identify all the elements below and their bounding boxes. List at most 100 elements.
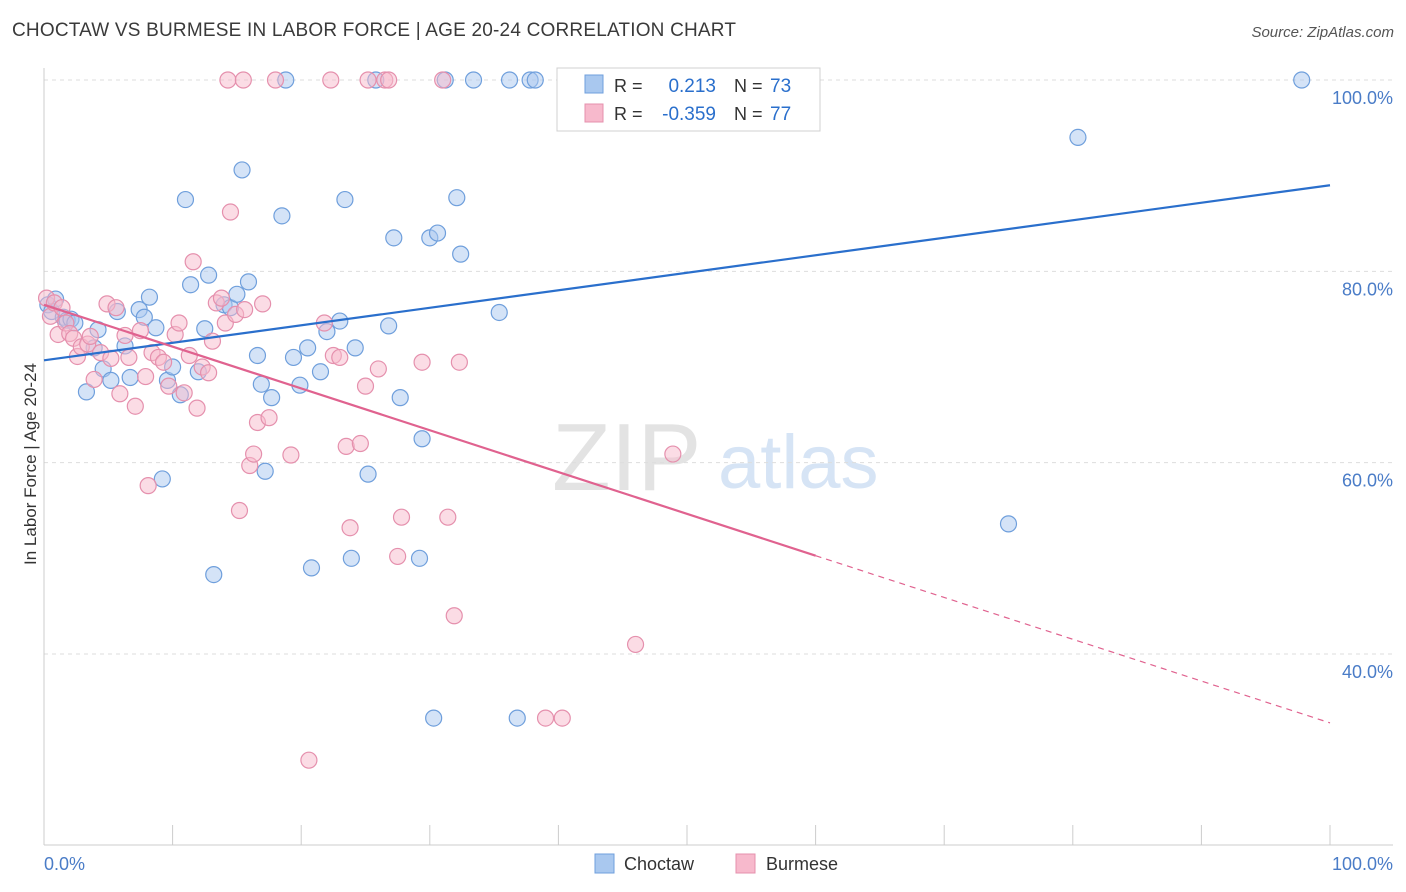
legend-n-value-burmese: 77 [770, 104, 791, 125]
burmese-point [322, 71, 340, 89]
legend-n-label-burmese: N = [734, 104, 763, 124]
burmese-point [230, 501, 249, 520]
legend-swatch-choctaw [584, 74, 604, 94]
burmese-trend-line-extrapolated [815, 555, 1331, 724]
watermark: ZIP atlas [552, 404, 879, 511]
choctaw-point [413, 430, 431, 448]
choctaw-point [196, 320, 214, 338]
choctaw-point [182, 276, 200, 294]
choctaw-point [239, 273, 258, 291]
choctaw-point [452, 245, 470, 263]
burmese-point [282, 446, 300, 464]
choctaw-point [228, 285, 246, 303]
choctaw-point [342, 549, 360, 567]
burmese-point [260, 409, 278, 427]
choctaw-point [299, 339, 317, 357]
choctaw-point [311, 363, 330, 381]
data-points [37, 71, 1311, 769]
x-tick-label-max: 100.0% [1332, 854, 1393, 874]
choctaw-point [153, 470, 171, 488]
burmese-point [359, 71, 377, 89]
choctaw-point [284, 348, 303, 367]
burmese-point [126, 397, 144, 415]
legend-r-label-choctaw: R = [614, 76, 643, 96]
burmese-point [234, 71, 252, 89]
choctaw-point [233, 161, 251, 179]
choctaw-point [121, 368, 139, 387]
choctaw-point [252, 375, 270, 393]
burmese-point [184, 253, 202, 271]
legend-box: R = 0.213 N = 73 R = -0.359 N = 77 [556, 67, 821, 132]
burmese-point [200, 364, 218, 382]
choctaw-point [464, 71, 483, 89]
choctaw-point [359, 465, 377, 483]
choctaw-point [500, 71, 519, 89]
choctaw-point [176, 190, 195, 209]
choctaw-point [1293, 71, 1311, 89]
choctaw-point [102, 371, 120, 389]
choctaw-point [256, 462, 274, 480]
burmese-point [445, 607, 463, 625]
choctaw-point [428, 224, 447, 242]
burmese-point [111, 385, 129, 403]
burmese-point [300, 751, 318, 769]
burmese-point [236, 301, 254, 319]
y-tick-label-60: 60.0% [1342, 471, 1393, 491]
burmese-point [219, 71, 237, 89]
burmese-point [188, 399, 206, 417]
burmese-point [254, 295, 272, 313]
burmese-point [245, 445, 263, 463]
burmese-point [221, 203, 240, 221]
burmese-point [351, 434, 369, 453]
burmese-point [212, 289, 231, 307]
choctaw-point [336, 190, 354, 209]
choctaw-point [385, 229, 403, 247]
choctaw-point [425, 709, 443, 727]
burmese-point [154, 353, 173, 371]
choctaw-point [248, 346, 267, 365]
choctaw-point [391, 389, 409, 407]
source-label: Source: ZipAtlas.com [1251, 24, 1394, 41]
burmese-point [120, 348, 138, 367]
burmese-point [392, 508, 411, 526]
legend-n-value-choctaw: 73 [770, 76, 791, 97]
choctaw-point [999, 515, 1018, 533]
legend-n-label-choctaw: N = [734, 76, 763, 96]
choctaw-point [205, 565, 223, 584]
burmese-point [170, 314, 188, 332]
bottom-legend-choctaw: Choctaw [624, 854, 695, 874]
burmese-point [369, 360, 387, 378]
axes [43, 68, 1393, 846]
burmese-point [160, 377, 178, 395]
burmese-point [175, 384, 193, 402]
x-tick-label-min: 0.0% [44, 854, 85, 874]
burmese-point [85, 370, 103, 389]
burmese-point [536, 709, 555, 727]
choctaw-point [490, 303, 508, 322]
y-tick-label-100: 100.0% [1332, 88, 1393, 108]
burmese-point [450, 353, 468, 371]
burmese-point [413, 353, 431, 371]
choctaw-point [200, 266, 218, 284]
trend-lines [43, 184, 1331, 724]
legend-swatch-burmese [584, 103, 604, 123]
burmese-point [341, 519, 359, 537]
choctaw-point [346, 339, 364, 357]
burmese-point [356, 377, 375, 395]
burmese-point [380, 71, 398, 89]
burmese-point [389, 547, 407, 566]
burmese-point [434, 71, 452, 89]
burmese-point [626, 635, 645, 654]
burmese-point [553, 709, 571, 727]
burmese-point [331, 348, 349, 367]
choctaw-point [77, 383, 96, 401]
bottom-legend: Choctaw Burmese [594, 853, 838, 874]
legend-r-value-burmese: -0.359 [662, 104, 716, 125]
choctaw-point [302, 559, 321, 577]
choctaw-point [526, 71, 544, 89]
burmese-trend-line [43, 303, 816, 557]
choctaw-point [263, 389, 281, 407]
burmese-point [266, 71, 285, 89]
y-tick-label-40: 40.0% [1342, 662, 1393, 682]
